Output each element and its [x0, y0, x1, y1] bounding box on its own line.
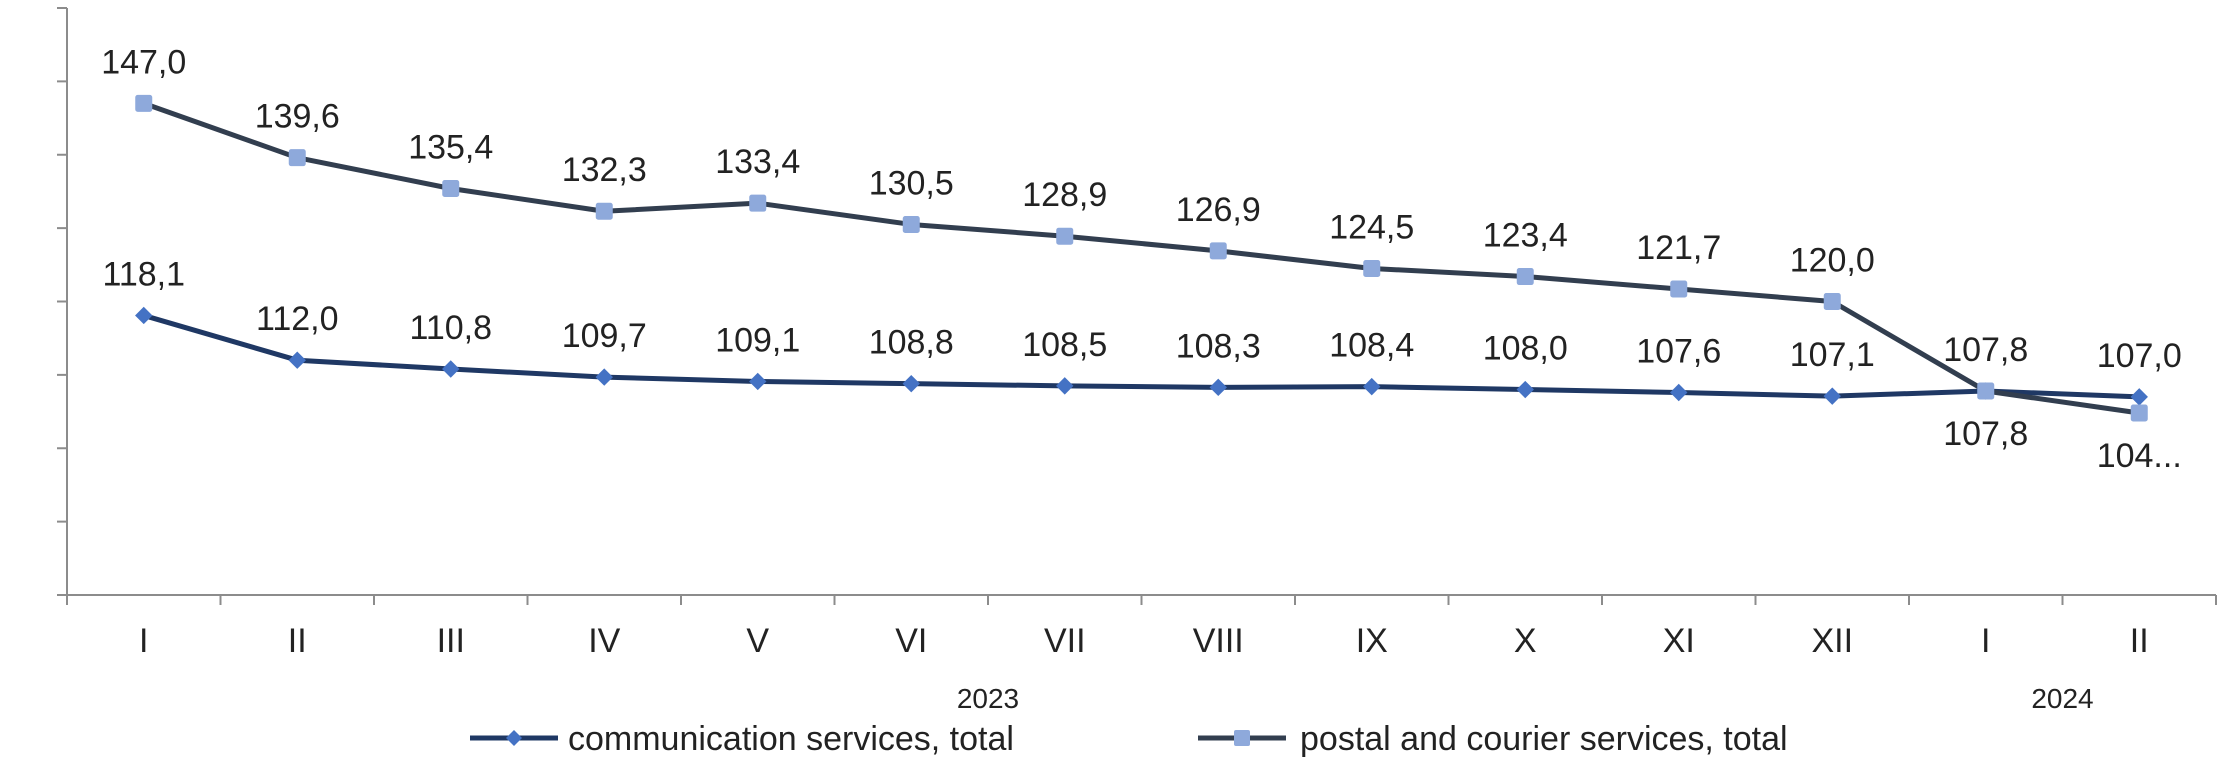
data-point — [1209, 242, 1227, 260]
data-label: 108,3 — [1176, 327, 1261, 365]
data-label: 118,1 — [102, 255, 185, 293]
data-point — [1363, 259, 1381, 277]
x-tick-label: II — [288, 622, 307, 660]
data-point — [442, 360, 460, 378]
data-point — [595, 368, 613, 386]
data-point — [749, 372, 767, 391]
year-label: 2024 — [2031, 683, 2093, 714]
data-label: 108,0 — [1483, 330, 1568, 368]
data-point — [1823, 387, 1841, 405]
series-line — [142, 101, 2140, 416]
x-tick-label: VI — [895, 622, 927, 660]
x-tick-label: IV — [588, 622, 620, 660]
data-label: 108,4 — [1329, 327, 1414, 365]
x-tick-label: VIII — [1193, 622, 1244, 660]
data-label: 107,6 — [1636, 332, 1721, 370]
year-label: 2023 — [957, 683, 1019, 714]
data-label: 121,7 — [1636, 229, 1721, 267]
data-label: 139,6 — [255, 98, 340, 136]
data-point — [1516, 380, 1534, 399]
x-tick-label: VII — [1044, 622, 1086, 660]
data-label: 147,0 — [101, 43, 186, 81]
data-label: 112,0 — [256, 300, 339, 338]
data-point — [2130, 388, 2148, 406]
data-point — [1056, 227, 1074, 245]
data-label: 107,8 — [1943, 331, 2028, 369]
data-point — [595, 202, 613, 220]
data-point — [135, 94, 153, 112]
data-point — [1670, 383, 1688, 402]
legend-marker — [1234, 730, 1250, 746]
data-point — [1209, 378, 1227, 397]
data-point — [442, 180, 460, 198]
data-point — [2130, 404, 2148, 422]
data-point — [288, 149, 306, 167]
data-label: 123,4 — [1483, 217, 1568, 255]
x-tick-label: I — [139, 622, 148, 660]
legend-marker — [506, 730, 522, 746]
data-label: 107,0 — [2097, 337, 2182, 375]
legend-label: postal and courier services, total — [1300, 720, 1788, 758]
x-tick-label: III — [437, 622, 465, 660]
data-point — [1977, 382, 1995, 400]
data-label: 124,5 — [1329, 208, 1414, 246]
legend-item: postal and courier services, total — [1198, 720, 1788, 758]
data-point — [902, 215, 920, 233]
x-tick-label: X — [1514, 622, 1537, 660]
data-labels: 118,1 112,0 110,8 109,7 109,1 108,8 108,5 108,3… — [101, 43, 2182, 475]
data-point — [288, 351, 306, 369]
x-tick-label: IX — [1356, 622, 1388, 660]
data-label: 130,5 — [869, 164, 954, 202]
x-tick-label: XI — [1663, 622, 1695, 660]
data-label: 107,8 — [1943, 415, 2028, 453]
data-point — [1363, 377, 1381, 396]
data-label: 109,1 — [715, 321, 800, 359]
data-label: 104... — [2097, 437, 2182, 475]
x-tick-label: II — [2130, 622, 2149, 660]
series-layer — [135, 94, 2148, 422]
data-label: 120,0 — [1790, 242, 1875, 280]
data-point — [1516, 268, 1534, 286]
data-label: 107,1 — [1790, 336, 1875, 374]
data-point — [1056, 377, 1074, 395]
x-tick-label: V — [746, 622, 769, 660]
series-line — [143, 313, 2140, 400]
data-label: 108,8 — [869, 324, 954, 362]
x-tick-label: XII — [1811, 622, 1853, 660]
data-point — [1823, 293, 1841, 310]
data-label: 128,9 — [1022, 176, 1107, 214]
data-point — [1670, 280, 1688, 298]
data-label: 132,3 — [562, 151, 647, 189]
data-label: 135,4 — [408, 129, 493, 167]
data-label: 133,4 — [715, 143, 800, 181]
legend-item: communication services, total — [470, 720, 1014, 758]
data-label: 126,9 — [1176, 191, 1261, 229]
legend: communication services, total postal and … — [470, 720, 1788, 758]
data-point — [135, 306, 153, 325]
data-label: 110,8 — [409, 309, 492, 347]
x-tick-label: I — [1981, 622, 1990, 660]
data-label: 108,5 — [1022, 326, 1107, 364]
data-label: 109,7 — [562, 317, 647, 355]
data-point — [749, 194, 767, 212]
data-point — [902, 374, 920, 393]
legend-label: communication services, total — [568, 720, 1014, 758]
